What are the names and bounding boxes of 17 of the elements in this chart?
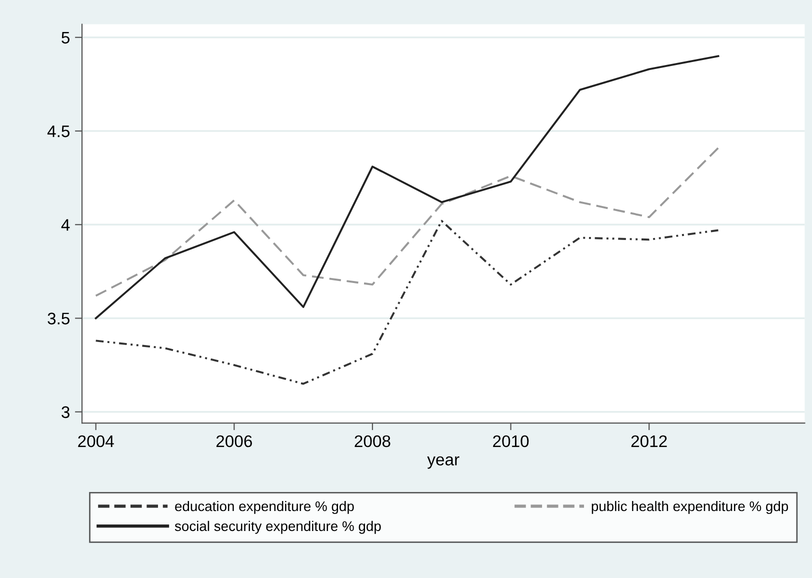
x-tick-label: 2004: [78, 435, 114, 448]
x-tick-label: 2012: [631, 435, 667, 448]
x-tick-label: 2006: [216, 435, 252, 448]
legend-label: education expenditure % gdp: [175, 500, 354, 514]
x-tick-label: 2010: [493, 435, 529, 448]
x-tick-label: 2008: [354, 435, 390, 448]
y-tick-label: 5: [62, 32, 70, 44]
line-series: [94, 220, 720, 385]
x-axis-title: year: [427, 456, 460, 469]
legend-label: social security expenditure % gdp: [174, 520, 381, 534]
y-tick-label: 3: [62, 406, 70, 418]
legend-label: public health expenditure % gdp: [592, 500, 788, 514]
y-tick-label: 4.5: [47, 126, 70, 138]
y-tick-label: 4: [61, 219, 70, 231]
y-tick-label: 3.5: [48, 312, 70, 324]
line-series: [94, 55, 720, 320]
line-series: [94, 146, 720, 297]
